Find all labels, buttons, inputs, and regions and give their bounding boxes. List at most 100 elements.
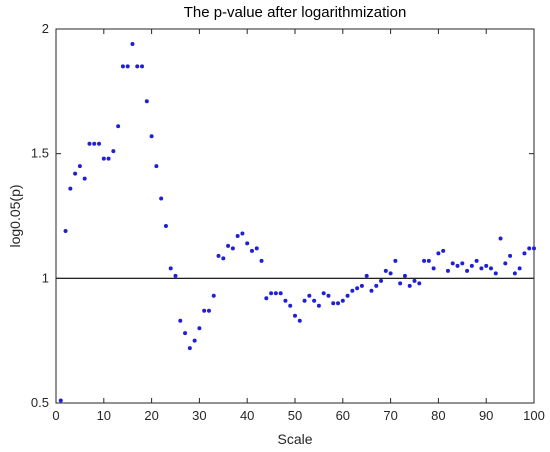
- x-tick-label: 0: [52, 408, 59, 423]
- data-point: [345, 293, 350, 298]
- data-point: [436, 251, 441, 256]
- data-point: [211, 293, 216, 298]
- data-point: [68, 186, 73, 191]
- x-tick-label: 60: [336, 408, 350, 423]
- data-point: [359, 283, 364, 288]
- data-point: [283, 298, 288, 303]
- data-point: [412, 278, 417, 283]
- data-point: [120, 64, 125, 69]
- data-point: [532, 246, 536, 251]
- data-point: [312, 298, 317, 303]
- data-point: [58, 398, 63, 403]
- data-point: [192, 338, 197, 343]
- x-tick-label: 50: [288, 408, 302, 423]
- data-point: [445, 268, 450, 273]
- data-point: [407, 283, 412, 288]
- data-point: [87, 141, 92, 146]
- data-point: [340, 298, 345, 303]
- data-point: [111, 149, 116, 154]
- data-point: [245, 241, 250, 246]
- data-point: [493, 271, 498, 276]
- data-point: [97, 141, 102, 146]
- data-point: [379, 278, 384, 283]
- data-point: [374, 283, 379, 288]
- data-point: [73, 171, 78, 176]
- data-point: [331, 301, 336, 306]
- chart-title: The p-value after logarithmization: [184, 4, 407, 21]
- data-point: [393, 258, 398, 263]
- data-point: [254, 246, 259, 251]
- y-axis-label: log0.05(p): [7, 184, 23, 247]
- data-point: [417, 281, 422, 286]
- data-point: [508, 253, 513, 258]
- data-point: [484, 263, 489, 268]
- data-point: [116, 124, 121, 129]
- data-point: [336, 301, 341, 306]
- x-tick-label: 70: [383, 408, 397, 423]
- data-point: [278, 291, 283, 296]
- data-point: [297, 318, 302, 323]
- data-point: [130, 41, 135, 46]
- data-point: [441, 248, 446, 253]
- y-tick-label: 1: [42, 270, 49, 285]
- data-point: [469, 263, 474, 268]
- data-point: [249, 248, 254, 253]
- data-point: [450, 261, 455, 266]
- data-point: [264, 296, 269, 301]
- data-point: [398, 281, 403, 286]
- data-point: [479, 266, 484, 271]
- data-point: [383, 268, 388, 273]
- data-point: [321, 291, 326, 296]
- data-point: [465, 268, 470, 273]
- x-tick-label: 10: [97, 408, 111, 423]
- data-point: [187, 346, 192, 351]
- data-point: [273, 291, 278, 296]
- x-tick-label: 40: [240, 408, 254, 423]
- data-point: [498, 236, 503, 241]
- data-point: [302, 298, 307, 303]
- data-point: [288, 303, 293, 308]
- x-axis-ticks: 0 10 20 30 40 50 60 70 80 90 100: [52, 29, 545, 423]
- data-point: [178, 318, 183, 323]
- data-point: [106, 156, 111, 161]
- data-point: [422, 258, 427, 263]
- data-point: [235, 233, 240, 238]
- y-tick-label: 0.5: [31, 395, 49, 410]
- data-point: [140, 64, 145, 69]
- data-point: [77, 164, 82, 169]
- data-point: [402, 273, 407, 278]
- data-point: [488, 266, 493, 271]
- data-point: [163, 223, 168, 228]
- data-point: [455, 263, 460, 268]
- data-point: [206, 308, 211, 313]
- data-point: [183, 331, 188, 336]
- x-axis-label: Scale: [277, 431, 312, 447]
- data-point: [173, 273, 178, 278]
- data-point: [316, 303, 321, 308]
- data-point: [202, 308, 207, 313]
- data-point: [221, 256, 226, 261]
- data-point: [216, 253, 221, 258]
- data-point: [512, 271, 517, 276]
- y-tick-label: 1.5: [31, 146, 49, 161]
- data-point: [527, 246, 532, 251]
- data-point: [101, 156, 106, 161]
- data-point: [503, 261, 508, 266]
- x-tick-label: 90: [479, 408, 493, 423]
- data-point: [426, 258, 431, 263]
- data-point: [92, 141, 97, 146]
- data-point: [144, 99, 149, 104]
- data-point: [154, 164, 159, 169]
- x-tick-label: 30: [192, 408, 206, 423]
- data-point: [355, 286, 360, 291]
- y-tick-label: 2: [42, 21, 49, 36]
- data-point: [269, 291, 274, 296]
- data-point: [230, 246, 235, 251]
- x-tick-label: 80: [431, 408, 445, 423]
- data-point: [431, 266, 436, 271]
- data-point: [197, 326, 202, 331]
- data-point: [168, 266, 173, 271]
- data-point: [369, 288, 374, 293]
- data-point: [460, 261, 465, 266]
